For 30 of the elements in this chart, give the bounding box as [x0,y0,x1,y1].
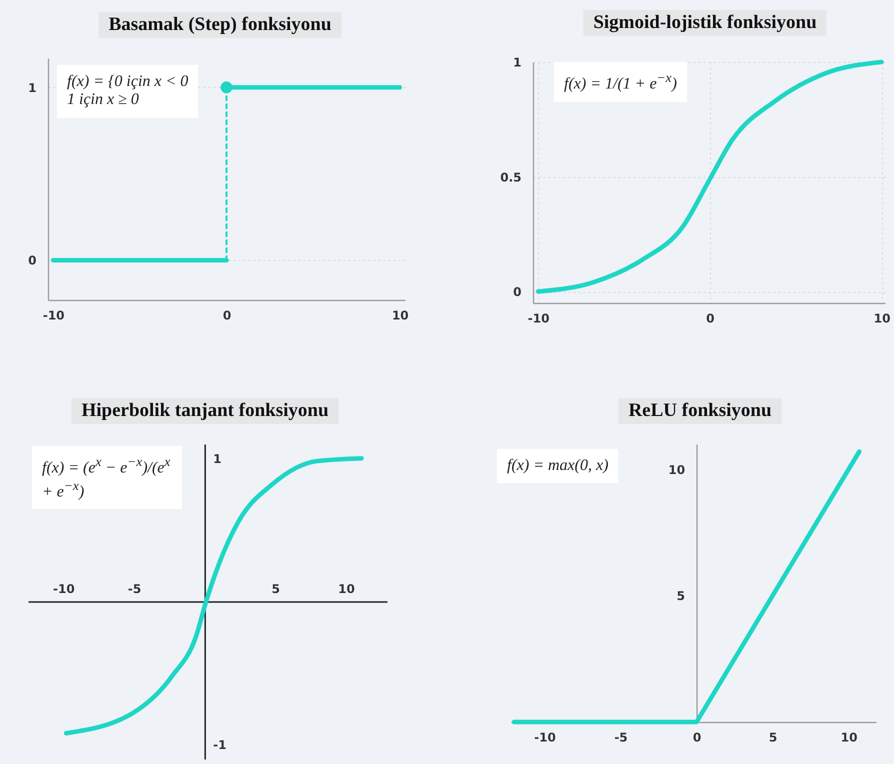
x-tick-label: 0 [692,730,702,744]
x-tick-label: -5 [128,582,142,596]
chart-title: Sigmoid-lojistik fonksiyonu [583,10,827,36]
x-tick-label: -10 [42,308,65,322]
x-tick-label: 10 [338,582,355,596]
chart-title: Basamak (Step) fonksiyonu [98,12,342,38]
chart-title: Hiperbolik tanjant fonksiyonu [71,398,339,424]
annotation: f(x) = max(0, x) [497,449,618,484]
x-tick-label: 10 [840,730,858,744]
x-tick-label: -5 [614,730,628,744]
x-tick-label: -10 [534,730,556,744]
x-tick-label: 0 [222,308,232,322]
x-tick-label: 5 [272,582,280,596]
x-tick-label: -10 [52,582,75,596]
text: f(x) = (e$^{x}$ − e$^{−x}$)/(e$^{x}$ + e$^{−x}$) [42,454,170,500]
annotation: f(x) = {0 için x < 0 1 için x ≥ 0 [57,65,198,118]
chart-title: ReLU fonksiyonu [618,398,782,424]
x-tick-label: 5 [768,730,778,744]
y-tick-label: 1 [213,452,222,466]
x-tick-label: 10 [874,312,890,326]
x-tick-label: 0 [706,312,715,326]
x-tick-label: -10 [528,312,550,326]
y-tick-label: 0.5 [500,170,522,184]
y-tick-label: 0 [513,285,522,300]
x-tick-label: 10 [392,308,409,322]
line-series [536,60,884,294]
y-tick-label: 1 [28,80,36,95]
y-tick-label: 1 [513,56,522,70]
y-tick-label: -1 [213,738,227,752]
annotation: f(x) = 1/(1 + e$^{−x}$) [554,62,687,102]
